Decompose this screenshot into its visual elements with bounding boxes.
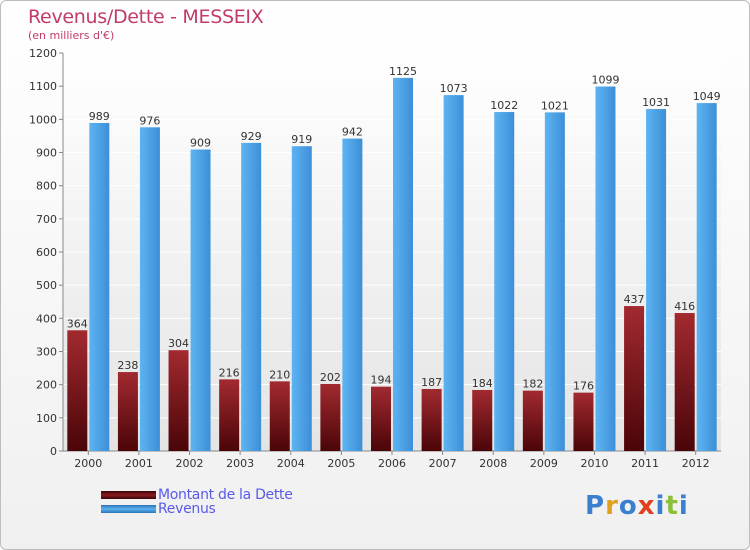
bar-revenus — [595, 86, 616, 451]
x-tick-label: 2012 — [682, 457, 710, 470]
bar-revenus — [494, 112, 515, 451]
logo-letter: x — [637, 491, 656, 521]
y-tick-label: 0 — [50, 445, 57, 458]
y-tick-label: 400 — [36, 312, 57, 325]
bar-dette — [371, 386, 391, 451]
data-label-dette: 304 — [168, 337, 189, 350]
x-tick-label: 2008 — [479, 457, 507, 470]
bar-dette — [624, 306, 645, 451]
data-label-dette: 416 — [674, 300, 695, 313]
data-label-revenus: 919 — [291, 133, 312, 146]
data-label-dette: 184 — [472, 377, 493, 390]
data-label-revenus: 1031 — [642, 96, 670, 109]
x-tick-label: 2009 — [530, 457, 558, 470]
data-label-dette: 187 — [421, 376, 442, 389]
data-label-revenus: 942 — [342, 126, 363, 139]
bar-revenus — [544, 112, 565, 451]
legend-label-revenus: Revenus — [158, 501, 216, 517]
proxiti-logo: Proxiti — [585, 491, 689, 521]
bar-dette — [269, 381, 290, 451]
x-tick-label: 2003 — [226, 457, 254, 470]
y-tick-label: 200 — [36, 379, 57, 392]
x-tick-label: 2002 — [176, 457, 204, 470]
bar-revenus — [89, 122, 110, 452]
x-tick-label: 2010 — [580, 457, 608, 470]
y-tick-label: 300 — [36, 346, 57, 359]
bar-revenus — [139, 127, 160, 451]
data-label-revenus: 1125 — [389, 65, 417, 78]
y-tick-label: 500 — [36, 279, 57, 292]
logo-letter: o — [618, 491, 638, 521]
data-label-dette: 437 — [624, 293, 645, 306]
data-label-revenus: 1022 — [490, 99, 518, 112]
y-tick-label: 1200 — [29, 47, 57, 60]
bar-revenus — [190, 149, 211, 451]
logo-letter: i — [655, 491, 666, 521]
data-label-revenus: 909 — [190, 137, 211, 150]
chart-title: Revenus/Dette - MESSEIX — [28, 6, 264, 28]
bar-revenus — [646, 109, 667, 451]
data-label-dette: 238 — [117, 359, 138, 372]
bar-revenus — [443, 95, 464, 451]
x-tick-label: 2011 — [631, 457, 659, 470]
data-label-revenus: 989 — [89, 110, 110, 123]
data-label-dette: 194 — [371, 374, 392, 387]
y-tick-label: 600 — [36, 246, 57, 259]
bar-dette — [674, 313, 695, 451]
legend-swatch-revenus — [101, 505, 156, 513]
bar-dette — [421, 388, 442, 451]
x-tick-label: 2005 — [327, 457, 355, 470]
data-label-dette: 216 — [219, 366, 240, 379]
logo-letter: r — [605, 491, 619, 521]
bar-revenus — [696, 103, 717, 451]
y-tick-label: 800 — [36, 180, 57, 193]
legend-item-revenus: Revenus — [101, 501, 216, 517]
data-label-revenus: 976 — [139, 114, 160, 127]
bar-dette — [472, 389, 493, 451]
data-label-dette: 202 — [320, 371, 341, 384]
bar-dette — [573, 392, 594, 451]
data-label-dette: 364 — [67, 317, 88, 330]
legend-label-dette: Montant de la Dette — [158, 487, 293, 503]
bar-dette — [320, 384, 341, 451]
x-tick-label: 2004 — [277, 457, 305, 470]
bar-revenus — [291, 146, 312, 451]
bar-revenus — [241, 142, 262, 452]
logo-letter: i — [678, 491, 689, 521]
y-tick-label: 900 — [36, 147, 57, 160]
y-tick-label: 1000 — [29, 113, 57, 126]
data-label-revenus: 929 — [241, 130, 262, 143]
chart-subtitle: (en milliers d'€) — [28, 29, 115, 42]
legend-item-dette: Montant de la Dette — [101, 487, 293, 503]
bar-dette — [168, 350, 189, 451]
data-label-revenus: 1073 — [440, 82, 468, 95]
data-label-revenus: 1021 — [541, 99, 569, 112]
y-tick-label: 1100 — [29, 80, 57, 93]
data-label-dette: 182 — [522, 378, 543, 391]
x-tick-label: 2007 — [429, 457, 457, 470]
bar-dette — [522, 390, 543, 451]
logo-letter: P — [585, 491, 606, 521]
data-label-revenus: 1049 — [693, 90, 721, 103]
y-tick-label: 700 — [36, 213, 57, 226]
bar-dette — [117, 372, 138, 451]
logo-letter: t — [665, 491, 679, 521]
x-tick-label: 2001 — [125, 457, 153, 470]
data-label-revenus: 1099 — [591, 73, 619, 86]
bar-revenus — [342, 138, 363, 451]
x-tick-label: 2006 — [378, 457, 406, 470]
y-tick-label: 100 — [36, 412, 57, 425]
bar-dette — [67, 330, 88, 451]
legend-swatch-dette — [101, 491, 156, 499]
data-label-dette: 210 — [269, 368, 290, 381]
x-tick-label: 2000 — [74, 457, 102, 470]
data-label-dette: 176 — [573, 380, 594, 393]
bar-revenus — [393, 77, 413, 451]
bar-dette — [219, 379, 240, 451]
